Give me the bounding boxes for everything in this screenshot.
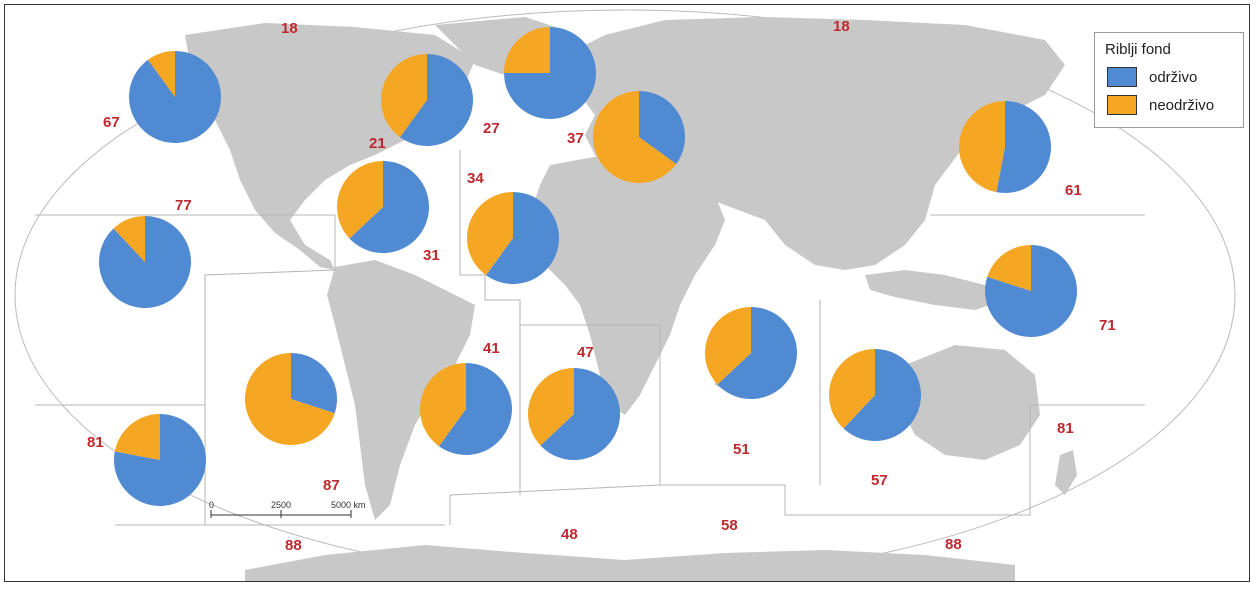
region-label-67: 67 — [103, 114, 120, 131]
region-label-71: 71 — [1099, 317, 1116, 334]
pie-region-77 — [99, 216, 191, 309]
pie-region-47 — [528, 368, 621, 460]
region-label-34: 34 — [467, 170, 484, 187]
pie-slice-neodrzivo-31 — [337, 160, 383, 239]
region-label-31: 31 — [423, 247, 440, 264]
region-label-61: 61 — [1065, 182, 1082, 199]
legend-title: Riblji fond — [1105, 41, 1171, 58]
landmass-antarctica — [245, 545, 1015, 581]
landmass-eurasia — [565, 17, 1065, 270]
region-label-18: 18 — [281, 20, 298, 37]
region-label-81: 81 — [1057, 420, 1074, 437]
legend-label-neodrzivo: neodrživo — [1149, 96, 1215, 114]
pie-slice-neodrzivo-57 — [829, 348, 875, 429]
pie-region-37 — [593, 91, 685, 183]
pie-slice-neodrzivo-37 — [593, 91, 677, 183]
pie-slice-odrzivo-81 — [114, 414, 206, 507]
pie-region-81 — [114, 414, 206, 507]
region-label-group: 18 18 67 21 27 37 61 77 34 31 71 41 47 81 51 81 87 57 48 58… — [87, 18, 1116, 554]
scale-tick-5000: 5000 km — [331, 500, 366, 510]
pie-region-61 — [958, 101, 1051, 193]
pie-region-51 — [705, 307, 798, 399]
region-label-48: 48 — [561, 526, 578, 543]
region-label-47: 47 — [577, 344, 594, 361]
pie-region-71 — [985, 245, 1077, 337]
pie-slice-odrzivo-51 — [717, 307, 798, 399]
pie-slice-neodrzivo-47 — [528, 368, 574, 446]
region-label-41: 41 — [483, 340, 500, 357]
pie-slice-odrzivo-61 — [996, 101, 1051, 193]
scale-bar: 0 2500 5000 km — [209, 500, 366, 518]
region-label-37: 37 — [567, 130, 584, 147]
pie-slice-neodrzivo-41 — [420, 363, 466, 447]
landmass-south-america — [327, 260, 475, 520]
pie-slice-neodrzivo-71 — [987, 245, 1031, 291]
region-label-57: 57 — [871, 472, 888, 489]
pie-slice-neodrzivo-81 — [114, 414, 160, 460]
pie-region-57 — [829, 348, 922, 441]
pie-slice-neodrzivo-67 — [147, 51, 175, 97]
pie-slice-neodrzivo-77 — [113, 216, 145, 262]
pie-slice-neodrzivo-34 — [467, 192, 513, 276]
region-label-27: 27 — [483, 120, 500, 137]
pie-region-67 — [129, 51, 221, 143]
pie-region-34 — [467, 192, 560, 284]
map-frame: 18 18 67 21 27 37 61 77 34 31 71 41 47 81 51 81 87 57 48 58… — [4, 4, 1250, 582]
pie-slice-odrzivo-37 — [639, 91, 685, 165]
pie-region-87 — [245, 353, 337, 445]
legend-swatch-odrzivo — [1107, 67, 1137, 87]
landmass-australia — [900, 345, 1040, 460]
landmass-indonesia — [865, 270, 1005, 310]
region-label-87: 87 — [323, 477, 340, 494]
pie-slice-neodrzivo-87 — [245, 353, 335, 445]
pie-region-31 — [337, 160, 430, 253]
pie-slice-neodrzivo-27 — [504, 27, 550, 73]
pie-slice-odrzivo-41 — [438, 363, 512, 455]
region-label-88: 88 — [945, 536, 962, 553]
pie-slice-odrzivo-87 — [291, 353, 337, 414]
pie-slice-odrzivo-21 — [399, 54, 473, 146]
landmass-africa — [530, 155, 725, 415]
region-label-58: 58 — [721, 517, 738, 534]
legend-item-neodrzivo: neodrživo — [1107, 95, 1214, 115]
region-label-18: 18 — [833, 18, 850, 35]
pie-region-27 — [504, 27, 596, 119]
pie-slice-neodrzivo-21 — [381, 54, 427, 138]
world-map: 18 18 67 21 27 37 61 77 34 31 71 41 47 81 51 81 87 57 48 58… — [14, 9, 1236, 581]
legend: Riblji fond održivo neodrživo — [1094, 32, 1244, 128]
scale-tick-2500: 2500 — [271, 500, 291, 510]
scale-tick-0: 0 — [209, 500, 214, 510]
region-boundaries — [35, 150, 1145, 526]
region-label-21: 21 — [369, 135, 386, 152]
pie-slice-neodrzivo-51 — [705, 307, 751, 385]
pie-slice-neodrzivo-61 — [958, 101, 1005, 193]
pie-chart-group — [99, 27, 1077, 507]
pie-region-41 — [420, 363, 512, 455]
pie-slice-odrzivo-47 — [540, 368, 621, 460]
landmass-new-zealand — [1055, 450, 1077, 495]
legend-label-odrzivo: održivo — [1149, 68, 1198, 86]
legend-swatch-neodrzivo — [1107, 95, 1137, 115]
pie-slice-odrzivo-34 — [485, 192, 560, 284]
pie-region-21 — [381, 54, 473, 146]
region-label-77: 77 — [175, 197, 192, 214]
legend-item-odrzivo: održivo — [1107, 67, 1197, 87]
region-label-51: 51 — [733, 441, 750, 458]
pie-slice-odrzivo-57 — [843, 349, 922, 441]
region-label-81: 81 — [87, 434, 104, 451]
pie-slice-odrzivo-31 — [349, 161, 430, 253]
region-label-88: 88 — [285, 537, 302, 554]
